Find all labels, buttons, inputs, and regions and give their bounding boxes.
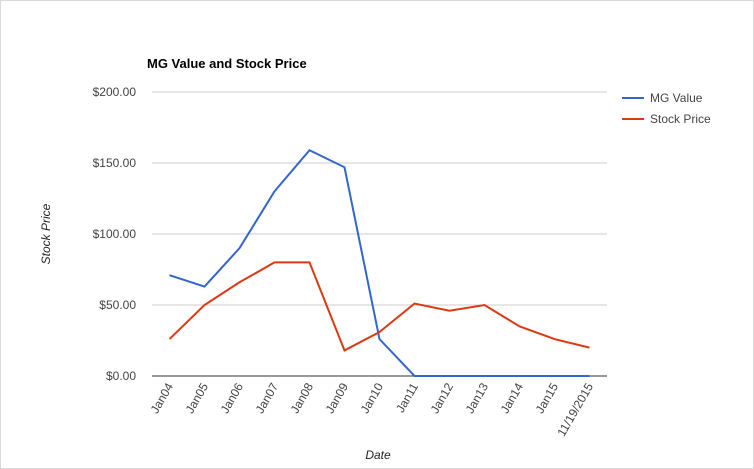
- y-axis-title: Stock Price: [39, 203, 53, 264]
- y-tick-label: $50.00: [99, 298, 136, 312]
- legend-label: Stock Price: [650, 112, 711, 126]
- series-line: [169, 148, 590, 377]
- legend-label: MG Value: [650, 91, 703, 105]
- y-tick-label: $0.00: [106, 369, 136, 383]
- x-axis-title: Date: [365, 448, 391, 462]
- y-tick-label: $200.00: [93, 85, 137, 99]
- y-tick-label: $100.00: [93, 227, 137, 241]
- series-line: [168, 261, 590, 352]
- chart-title: MG Value and Stock Price: [147, 56, 307, 71]
- y-tick-label: $150.00: [93, 156, 137, 170]
